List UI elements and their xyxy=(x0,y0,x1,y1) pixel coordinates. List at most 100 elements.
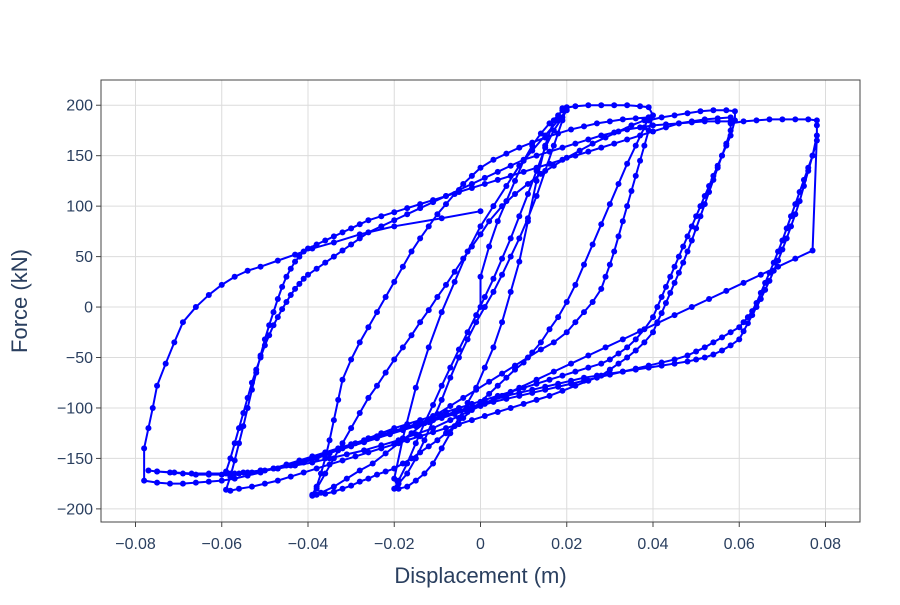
data-point xyxy=(701,116,708,123)
data-point xyxy=(533,193,540,200)
data-point xyxy=(542,383,549,390)
data-point xyxy=(589,140,596,147)
data-point xyxy=(507,288,514,295)
data-point xyxy=(490,396,497,403)
data-point xyxy=(809,152,816,159)
data-point xyxy=(667,273,674,280)
data-point xyxy=(537,346,544,353)
data-point xyxy=(438,215,445,222)
data-point xyxy=(546,148,553,155)
data-point xyxy=(261,342,268,349)
data-point xyxy=(559,156,566,163)
data-point xyxy=(443,430,449,437)
data-point xyxy=(430,460,437,467)
data-point xyxy=(555,117,562,124)
data-point xyxy=(171,339,178,346)
data-point xyxy=(274,257,281,264)
data-point xyxy=(710,339,717,346)
data-point xyxy=(809,247,816,254)
data-point xyxy=(503,374,510,381)
data-point xyxy=(524,354,531,361)
data-point xyxy=(680,259,687,266)
data-point xyxy=(365,217,372,224)
data-point xyxy=(438,382,445,389)
data-point xyxy=(231,470,238,477)
y-tick-label: 100 xyxy=(66,199,93,216)
data-point xyxy=(757,289,764,296)
data-point xyxy=(270,322,277,329)
data-point xyxy=(421,470,428,477)
y-tick-label: −100 xyxy=(57,400,93,417)
data-point xyxy=(563,299,570,306)
data-point xyxy=(723,287,730,294)
data-point xyxy=(559,105,566,112)
data-point xyxy=(546,376,553,383)
data-point xyxy=(464,329,471,336)
data-point xyxy=(693,225,700,232)
data-point xyxy=(218,281,225,288)
data-point xyxy=(727,342,734,349)
data-point xyxy=(378,223,385,230)
data-point xyxy=(348,241,355,248)
data-point xyxy=(499,392,506,399)
data-point xyxy=(529,147,536,154)
data-point xyxy=(572,140,579,147)
y-tick-label: −50 xyxy=(66,350,93,367)
data-point xyxy=(533,396,540,403)
x-tick-label: 0.08 xyxy=(810,536,841,553)
data-point xyxy=(154,479,161,486)
data-point xyxy=(326,437,333,444)
data-point xyxy=(205,291,212,298)
data-point xyxy=(248,386,255,393)
data-point xyxy=(499,203,506,210)
data-point xyxy=(632,347,639,354)
data-point xyxy=(481,413,488,420)
data-point xyxy=(391,209,398,216)
data-point xyxy=(671,360,678,367)
data-point xyxy=(516,235,523,242)
data-point xyxy=(356,478,363,485)
data-point xyxy=(257,469,264,476)
data-point xyxy=(524,180,531,187)
data-point xyxy=(697,213,704,220)
data-point xyxy=(292,285,299,292)
data-point xyxy=(684,233,691,240)
data-point xyxy=(568,377,575,384)
data-point xyxy=(688,118,695,125)
y-axis-ticks: −200 −150 −100 −50 0 50 100 150 200 xyxy=(57,98,101,518)
data-point xyxy=(309,459,316,466)
data-point xyxy=(486,243,493,250)
data-point xyxy=(408,248,415,255)
data-point xyxy=(274,314,281,321)
data-point xyxy=(395,437,402,444)
data-point xyxy=(443,201,449,208)
data-point xyxy=(477,164,484,171)
data-point xyxy=(468,184,475,191)
data-point xyxy=(494,168,501,175)
data-point xyxy=(391,278,398,285)
series-3 xyxy=(223,107,738,494)
data-point xyxy=(412,477,419,484)
data-point xyxy=(330,483,337,490)
data-point xyxy=(555,130,562,137)
data-point xyxy=(749,312,756,319)
data-point xyxy=(550,117,557,124)
data-point xyxy=(520,359,527,366)
data-point xyxy=(632,115,639,122)
data-point xyxy=(408,332,415,339)
data-point xyxy=(378,442,385,449)
data-point xyxy=(800,176,807,183)
data-point xyxy=(399,344,406,351)
data-point xyxy=(675,269,682,276)
x-tick-label: 0.04 xyxy=(637,536,668,553)
data-point xyxy=(524,218,531,225)
data-point xyxy=(568,360,575,367)
data-point xyxy=(671,279,678,286)
data-point xyxy=(606,201,613,208)
data-point xyxy=(231,475,238,482)
data-point xyxy=(490,156,497,163)
data-point xyxy=(339,376,346,383)
data-point xyxy=(727,120,734,127)
data-point xyxy=(339,229,346,236)
data-point xyxy=(179,319,186,326)
